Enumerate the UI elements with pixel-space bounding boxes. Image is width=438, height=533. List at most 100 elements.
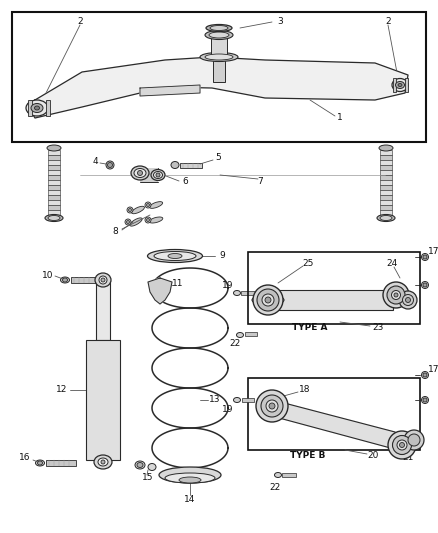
Ellipse shape (47, 145, 61, 151)
Text: 17: 17 (428, 247, 438, 256)
Ellipse shape (127, 207, 133, 213)
Text: 10: 10 (42, 271, 54, 279)
Text: 12: 12 (57, 385, 68, 394)
Text: 21: 21 (403, 454, 413, 463)
Bar (96, 280, 110, 340)
Ellipse shape (209, 32, 229, 38)
Ellipse shape (205, 30, 233, 39)
Ellipse shape (392, 290, 400, 300)
Bar (48, 195, 60, 200)
Ellipse shape (95, 273, 111, 287)
Ellipse shape (237, 333, 244, 337)
Ellipse shape (423, 255, 427, 259)
Ellipse shape (63, 278, 67, 282)
Ellipse shape (387, 286, 405, 304)
Ellipse shape (406, 297, 410, 303)
Bar (380, 160, 392, 165)
Ellipse shape (26, 100, 48, 116)
Ellipse shape (256, 390, 288, 422)
Ellipse shape (377, 214, 395, 222)
Ellipse shape (48, 215, 60, 221)
Ellipse shape (408, 434, 420, 446)
Text: 5: 5 (215, 154, 221, 163)
Ellipse shape (379, 145, 393, 151)
Ellipse shape (388, 431, 416, 459)
Text: 25: 25 (302, 259, 314, 268)
Bar (48, 175, 60, 180)
Ellipse shape (130, 218, 142, 226)
Ellipse shape (145, 217, 151, 223)
Text: 1: 1 (337, 114, 343, 123)
Ellipse shape (106, 161, 114, 169)
Ellipse shape (128, 208, 131, 212)
Ellipse shape (233, 290, 240, 295)
Ellipse shape (257, 289, 279, 311)
Bar (242, 398, 254, 402)
Text: 20: 20 (367, 450, 379, 459)
Ellipse shape (423, 398, 427, 402)
Ellipse shape (394, 293, 398, 297)
Text: 15: 15 (142, 473, 154, 482)
Text: 2: 2 (385, 18, 391, 27)
Ellipse shape (179, 477, 201, 483)
Ellipse shape (421, 397, 428, 403)
Ellipse shape (404, 430, 424, 450)
Ellipse shape (200, 52, 238, 61)
Ellipse shape (127, 221, 130, 223)
Bar (380, 170, 392, 175)
Bar (48, 150, 60, 155)
Text: 11: 11 (172, 279, 184, 287)
Ellipse shape (269, 403, 275, 409)
Ellipse shape (266, 400, 278, 412)
Text: 19: 19 (222, 280, 234, 289)
Ellipse shape (135, 461, 145, 469)
Ellipse shape (205, 54, 233, 60)
Bar (48, 155, 60, 160)
Ellipse shape (165, 473, 215, 483)
Ellipse shape (35, 460, 45, 466)
Ellipse shape (125, 219, 131, 225)
Ellipse shape (154, 252, 196, 261)
Ellipse shape (101, 460, 105, 464)
Ellipse shape (262, 294, 274, 306)
Bar (268, 290, 393, 310)
Ellipse shape (149, 217, 163, 223)
Bar (140, 168, 158, 182)
Bar (48, 200, 60, 205)
Bar (248, 252, 420, 324)
Ellipse shape (421, 372, 428, 378)
Polygon shape (148, 278, 172, 304)
Ellipse shape (156, 173, 160, 177)
Bar (46, 460, 76, 466)
Bar (245, 332, 257, 336)
Ellipse shape (252, 295, 284, 305)
Bar (380, 190, 392, 195)
Bar (380, 155, 392, 160)
Ellipse shape (151, 169, 165, 181)
Ellipse shape (398, 84, 402, 86)
Bar (380, 200, 392, 205)
Bar (28, 100, 32, 116)
Ellipse shape (148, 464, 156, 471)
Bar (380, 195, 392, 200)
Text: 16: 16 (19, 454, 31, 463)
Bar (282, 473, 296, 477)
Text: 6: 6 (182, 177, 188, 187)
Ellipse shape (261, 395, 283, 417)
Bar (380, 215, 392, 220)
Ellipse shape (137, 463, 143, 467)
Bar (48, 210, 60, 215)
Ellipse shape (94, 455, 112, 469)
Ellipse shape (396, 82, 405, 88)
Bar (48, 165, 60, 170)
Text: 18: 18 (299, 385, 311, 394)
Bar (12, 12, 426, 142)
Text: TYPE A: TYPE A (292, 322, 328, 332)
Text: TYPE B: TYPE B (290, 450, 326, 459)
Bar (213, 57, 225, 82)
Ellipse shape (31, 103, 43, 112)
Ellipse shape (45, 214, 63, 222)
Text: 14: 14 (184, 496, 196, 505)
Ellipse shape (168, 254, 182, 259)
Ellipse shape (153, 172, 162, 179)
